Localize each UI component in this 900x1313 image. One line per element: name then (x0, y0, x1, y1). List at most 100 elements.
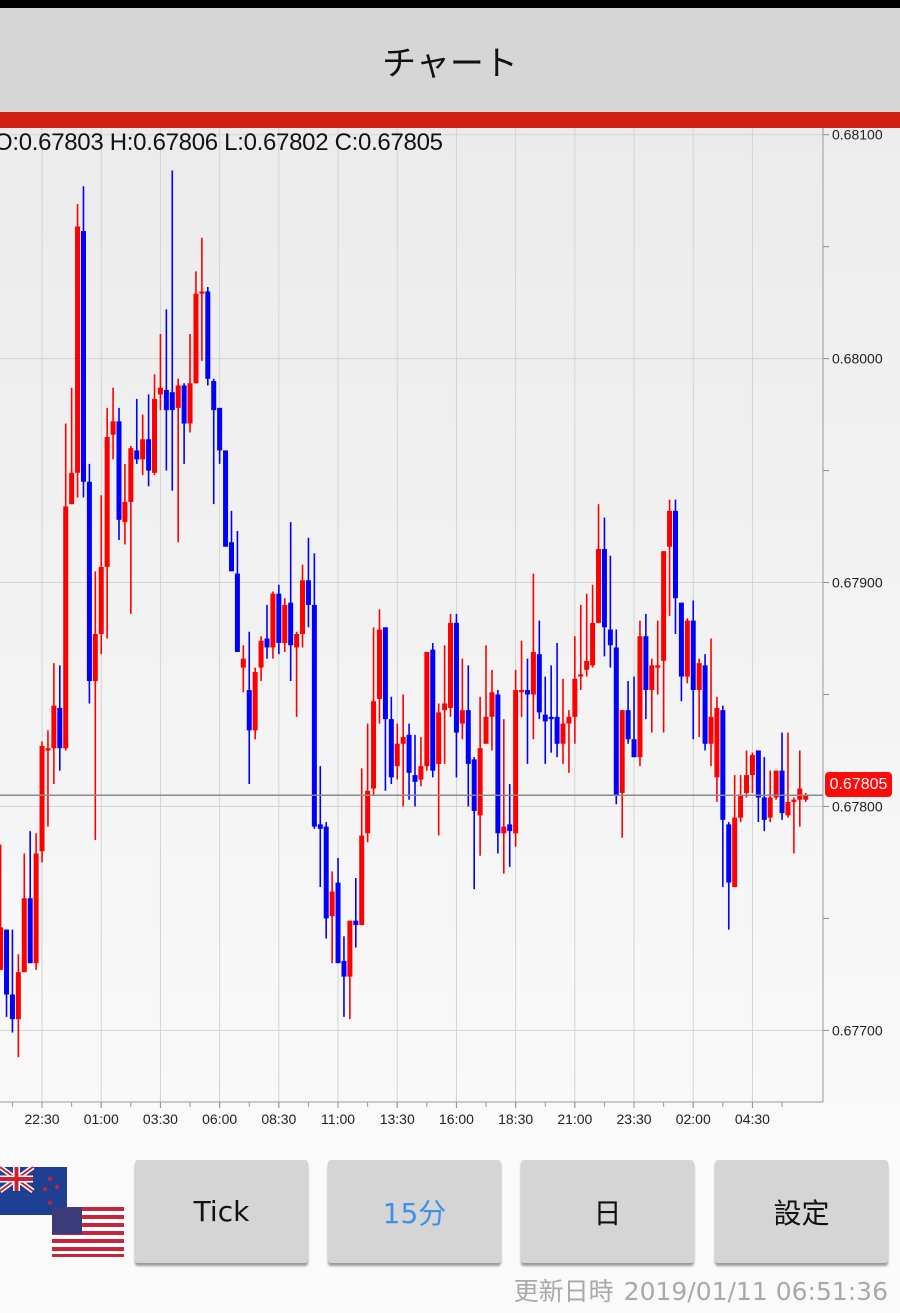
candle-body (566, 716, 572, 724)
candle-body (288, 602, 294, 646)
candle-body (0, 927, 4, 970)
candle-body (702, 665, 708, 744)
candle (270, 591, 276, 659)
x-tick-label: 13:30 (380, 1111, 415, 1127)
candle (86, 463, 92, 704)
candle (80, 186, 86, 498)
candle (217, 407, 223, 464)
candle (288, 522, 294, 682)
candle-body (548, 716, 554, 720)
candle (501, 719, 507, 874)
candle-body (684, 620, 690, 677)
15min-button[interactable]: 15分 (328, 1160, 501, 1263)
united-states-flag-icon (52, 1207, 124, 1257)
candle-body (157, 387, 163, 395)
candle-body (554, 716, 560, 744)
candle (661, 551, 667, 733)
candle (542, 676, 548, 764)
settings-button[interactable]: 設定 (715, 1160, 888, 1263)
candle-body (412, 775, 418, 782)
candle-body (696, 663, 702, 691)
candle (140, 414, 146, 476)
candle (625, 681, 631, 744)
candle-body (619, 710, 625, 794)
candle-body (305, 580, 311, 605)
update-time: 更新日時 2019/01/11 06:51:36 (514, 1272, 888, 1308)
candle (246, 631, 252, 785)
candle (560, 678, 566, 764)
candle (424, 651, 430, 771)
candle (193, 271, 199, 384)
candle (181, 383, 187, 464)
candle (264, 604, 270, 659)
candle (317, 766, 323, 888)
candle-body (228, 542, 234, 572)
candle (596, 504, 602, 623)
candle (282, 598, 288, 652)
candle (436, 703, 442, 836)
candle (63, 423, 69, 751)
candle (607, 555, 613, 668)
candle (347, 920, 353, 1020)
candle (684, 618, 690, 684)
candle-body (205, 291, 211, 379)
candle-body (631, 739, 637, 758)
candle-body (465, 710, 471, 764)
candle-body (661, 551, 667, 661)
candle-body (134, 450, 140, 460)
candle-body (749, 754, 755, 776)
candle (519, 640, 525, 717)
candle (702, 654, 708, 751)
candle-body (234, 573, 240, 652)
candle-body (442, 703, 448, 711)
currency-pair-flags[interactable] (0, 1165, 126, 1260)
candle-body (240, 658, 246, 668)
candlestick-chart[interactable]: 0.68100 0.68000 0.67900 0.67800 0.67700 22:30… (0, 0, 900, 1140)
candle-body (536, 654, 542, 713)
chart-plot-area[interactable] (0, 128, 823, 1102)
candle (578, 604, 584, 691)
candle-body (104, 436, 110, 567)
candle-body (163, 389, 169, 411)
candle-body (744, 775, 750, 794)
candle-body (169, 392, 175, 411)
candle-body (513, 690, 519, 834)
candle-body (122, 501, 128, 523)
tick-button[interactable]: Tick (135, 1160, 308, 1263)
candle (382, 627, 388, 791)
candle-body (175, 385, 181, 408)
candle-body (394, 743, 400, 767)
candle (33, 833, 39, 970)
candle (803, 793, 809, 802)
chart-grid (0, 128, 823, 1102)
candle-body (791, 799, 797, 802)
candle-body (649, 665, 655, 691)
candle (394, 723, 400, 780)
candle (459, 658, 465, 740)
candle (613, 629, 619, 805)
daily-button[interactable]: 日 (521, 1160, 694, 1263)
candle (530, 573, 536, 740)
candle-body (519, 690, 525, 693)
candle (175, 378, 181, 543)
chart-axes: 0.68100 0.68000 0.67900 0.67800 0.67700 22:30… (0, 127, 883, 1127)
candle-body (300, 580, 306, 635)
candle (471, 757, 477, 890)
candle-body (483, 716, 489, 744)
candle-body (495, 694, 501, 834)
candle-body (601, 548, 607, 628)
candle-body (193, 293, 199, 384)
candle (761, 757, 767, 832)
candle (205, 286, 211, 386)
candle-body (294, 634, 300, 648)
candle-body (578, 674, 584, 677)
x-tick-label: 21:00 (557, 1111, 592, 1127)
candle (507, 784, 513, 867)
candle-body (223, 450, 229, 547)
candle-body (524, 690, 530, 695)
candle-body (501, 826, 507, 834)
candle-body (471, 759, 477, 811)
candle-body (418, 766, 424, 780)
candle-body (39, 745, 45, 852)
candle (649, 658, 655, 733)
